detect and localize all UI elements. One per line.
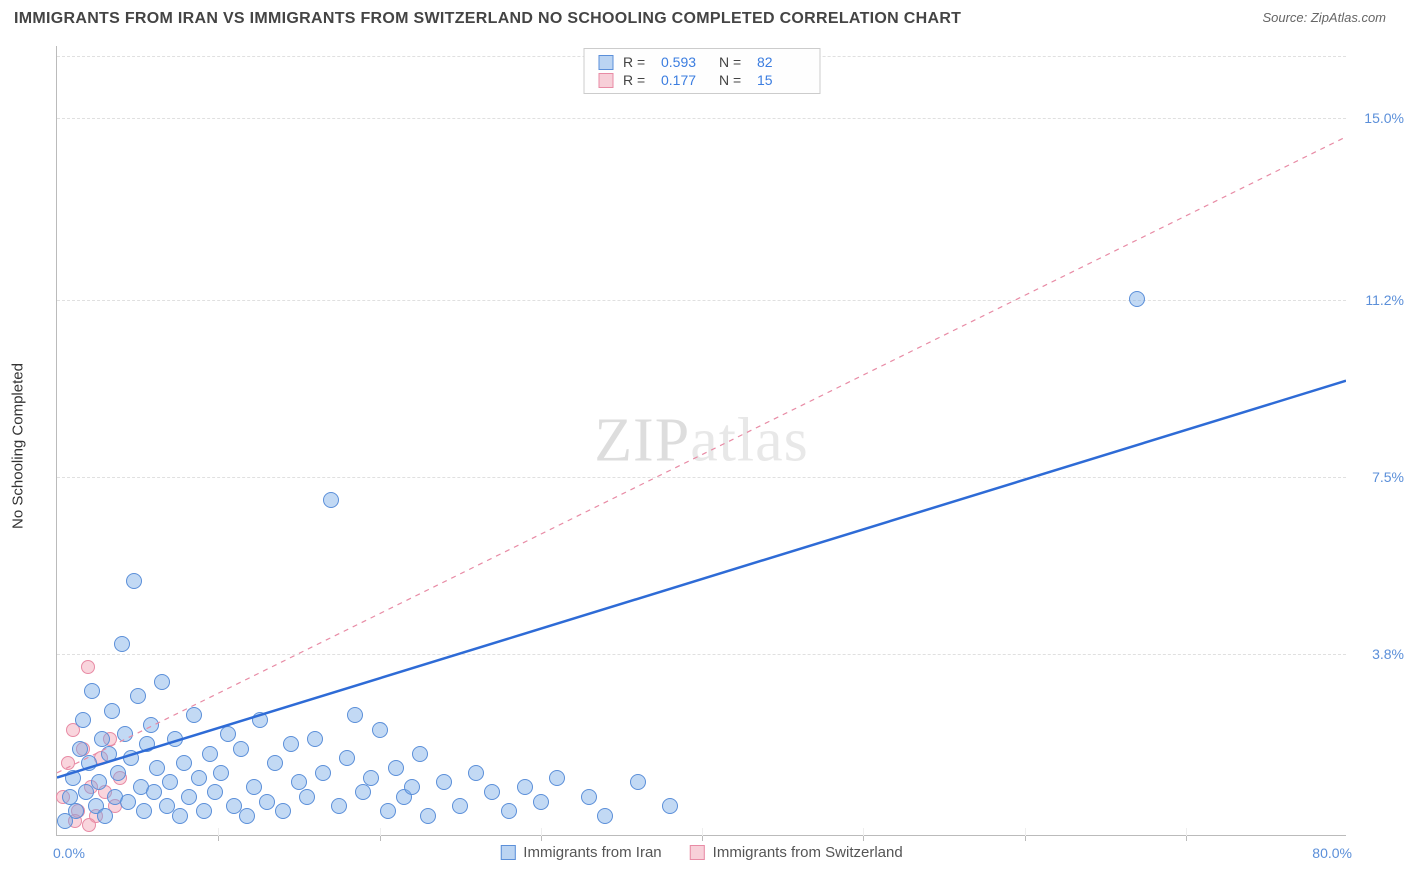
legend-item-iran: Immigrants from Iran xyxy=(500,844,661,861)
stats-row-iran: R = 0.593 N = 82 xyxy=(598,53,805,71)
data-point xyxy=(101,746,117,762)
data-point xyxy=(347,707,363,723)
data-point xyxy=(597,808,613,824)
data-point xyxy=(75,712,91,728)
data-point xyxy=(146,784,162,800)
data-point xyxy=(126,573,142,589)
data-point xyxy=(233,741,249,757)
data-point xyxy=(149,760,165,776)
data-point xyxy=(630,774,646,790)
data-point xyxy=(143,717,159,733)
data-point xyxy=(81,755,97,771)
data-point xyxy=(202,746,218,762)
data-point xyxy=(1129,291,1145,307)
data-point xyxy=(220,726,236,742)
data-point xyxy=(246,779,262,795)
data-point xyxy=(110,765,126,781)
data-point xyxy=(91,774,107,790)
data-point xyxy=(581,789,597,805)
data-point xyxy=(72,741,88,757)
data-point xyxy=(139,736,155,752)
data-point xyxy=(186,707,202,723)
x-axis-start-label: 0.0% xyxy=(53,845,85,861)
data-point xyxy=(114,636,130,652)
watermark: ZIPatlas xyxy=(594,405,809,476)
data-point xyxy=(468,765,484,781)
data-point xyxy=(154,674,170,690)
data-point xyxy=(130,688,146,704)
data-point xyxy=(339,750,355,766)
correlation-stats-box: R = 0.593 N = 82 R = 0.177 N = 15 xyxy=(583,48,820,94)
data-point xyxy=(239,808,255,824)
data-point xyxy=(355,784,371,800)
data-point xyxy=(81,660,95,674)
data-point xyxy=(662,798,678,814)
y-tick-label: 11.2% xyxy=(1365,292,1404,308)
chart-title: IMMIGRANTS FROM IRAN VS IMMIGRANTS FROM … xyxy=(14,10,961,28)
data-point xyxy=(307,731,323,747)
data-point xyxy=(65,770,81,786)
data-point xyxy=(380,803,396,819)
data-point xyxy=(259,794,275,810)
data-point xyxy=(191,770,207,786)
data-point xyxy=(436,774,452,790)
data-point xyxy=(283,736,299,752)
data-point xyxy=(196,803,212,819)
data-point xyxy=(323,492,339,508)
data-point xyxy=(181,789,197,805)
y-axis-label: No Schooling Completed xyxy=(10,363,27,529)
data-point xyxy=(68,803,84,819)
data-point xyxy=(167,731,183,747)
y-tick-label: 15.0% xyxy=(1364,110,1404,126)
data-point xyxy=(84,683,100,699)
data-point xyxy=(404,779,420,795)
data-point xyxy=(412,746,428,762)
data-point xyxy=(104,703,120,719)
data-point xyxy=(331,798,347,814)
swatch-icon xyxy=(598,73,613,88)
data-point xyxy=(299,789,315,805)
data-point xyxy=(420,808,436,824)
swatch-icon xyxy=(690,845,705,860)
data-point xyxy=(549,770,565,786)
y-tick-label: 3.8% xyxy=(1372,646,1404,662)
y-tick-label: 7.5% xyxy=(1372,469,1404,485)
data-point xyxy=(533,794,549,810)
data-point xyxy=(82,818,96,832)
swatch-icon xyxy=(598,55,613,70)
data-point xyxy=(363,770,379,786)
data-point xyxy=(61,756,75,770)
source-attribution: Source: ZipAtlas.com xyxy=(1262,10,1386,25)
data-point xyxy=(172,808,188,824)
data-point xyxy=(207,784,223,800)
data-point xyxy=(252,712,268,728)
data-point xyxy=(267,755,283,771)
data-point xyxy=(275,803,291,819)
stats-row-swiss: R = 0.177 N = 15 xyxy=(598,71,805,89)
swatch-icon xyxy=(500,845,515,860)
scatter-chart: ZIPatlas 3.8%7.5%11.2%15.0% R = 0.593 N … xyxy=(56,46,1346,836)
x-axis-end-label: 80.0% xyxy=(1312,845,1352,861)
legend-item-swiss: Immigrants from Switzerland xyxy=(690,844,903,861)
data-point xyxy=(136,803,152,819)
data-point xyxy=(162,774,178,790)
data-point xyxy=(484,784,500,800)
data-point xyxy=(123,750,139,766)
data-point xyxy=(213,765,229,781)
data-point xyxy=(120,794,136,810)
data-point xyxy=(501,803,517,819)
data-point xyxy=(117,726,133,742)
data-point xyxy=(97,808,113,824)
data-point xyxy=(452,798,468,814)
data-point xyxy=(315,765,331,781)
data-point xyxy=(176,755,192,771)
data-point xyxy=(517,779,533,795)
data-point xyxy=(388,760,404,776)
series-legend: Immigrants from Iran Immigrants from Swi… xyxy=(500,844,902,861)
data-point xyxy=(372,722,388,738)
